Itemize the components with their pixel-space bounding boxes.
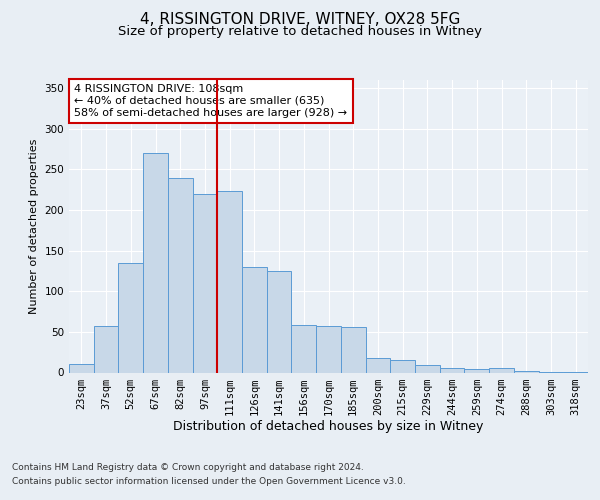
Text: 4 RISSINGTON DRIVE: 108sqm
← 40% of detached houses are smaller (635)
58% of sem: 4 RISSINGTON DRIVE: 108sqm ← 40% of deta… bbox=[74, 84, 347, 117]
Bar bbox=[464, 369, 489, 372]
Text: 4, RISSINGTON DRIVE, WITNEY, OX28 5FG: 4, RISSINGTON DRIVE, WITNEY, OX28 5FG bbox=[140, 12, 460, 28]
Bar bbox=[316, 326, 341, 372]
Bar bbox=[415, 365, 440, 372]
Bar bbox=[514, 371, 539, 372]
Bar bbox=[143, 153, 168, 372]
Bar bbox=[168, 178, 193, 372]
Bar bbox=[489, 368, 514, 372]
Y-axis label: Number of detached properties: Number of detached properties bbox=[29, 138, 39, 314]
X-axis label: Distribution of detached houses by size in Witney: Distribution of detached houses by size … bbox=[173, 420, 484, 434]
Bar bbox=[118, 263, 143, 372]
Bar bbox=[341, 327, 365, 372]
Bar bbox=[242, 267, 267, 372]
Bar bbox=[267, 271, 292, 372]
Bar bbox=[390, 360, 415, 372]
Text: Contains HM Land Registry data © Crown copyright and database right 2024.: Contains HM Land Registry data © Crown c… bbox=[12, 464, 364, 472]
Text: Size of property relative to detached houses in Witney: Size of property relative to detached ho… bbox=[118, 25, 482, 38]
Bar bbox=[69, 364, 94, 372]
Bar bbox=[94, 326, 118, 372]
Bar bbox=[440, 368, 464, 372]
Bar bbox=[292, 324, 316, 372]
Bar bbox=[217, 190, 242, 372]
Text: Contains public sector information licensed under the Open Government Licence v3: Contains public sector information licen… bbox=[12, 477, 406, 486]
Bar bbox=[193, 194, 217, 372]
Bar bbox=[365, 358, 390, 372]
